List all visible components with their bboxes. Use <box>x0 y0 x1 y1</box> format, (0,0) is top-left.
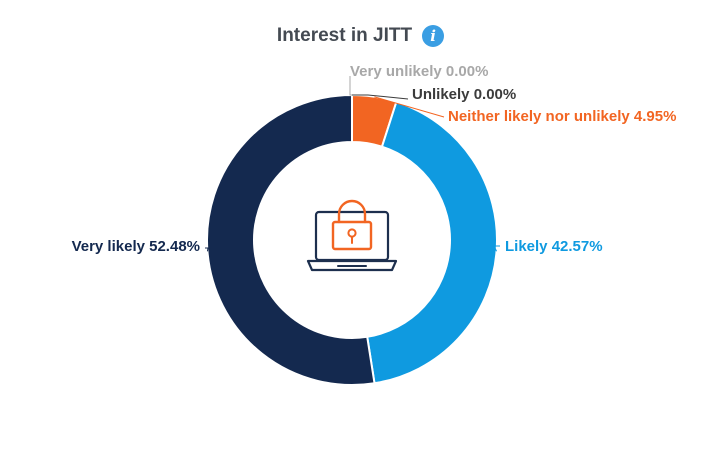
info-icon[interactable]: i <box>422 25 445 47</box>
slice-labels: Very unlikely 0.00% Unlikely 0.00% Neither… <box>72 63 677 255</box>
connector-likely <box>493 245 500 252</box>
label-neither-likely-nor-unlikely: Neither likely nor unlikely 4.95% <box>448 108 676 125</box>
slice-likely[interactable] <box>366 100 498 385</box>
slice-very-likely[interactable] <box>206 93 376 386</box>
connector-neither-likely-nor-unlikely <box>374 96 445 118</box>
donut-slices <box>206 93 498 386</box>
connector-very-unlikely <box>349 76 352 96</box>
connector-very-likely <box>205 247 209 252</box>
connector-unlikely <box>352 94 409 100</box>
label-connectors <box>205 76 500 252</box>
chart-title-row: Interest in JITT i <box>0 22 721 50</box>
label-very-unlikely: Very unlikely 0.00% <box>350 63 488 80</box>
chart-title: Interest in JITT <box>276 25 413 46</box>
label-very-likely: Very likely 52.48% <box>72 238 200 255</box>
label-likely: Likely 42.57% <box>505 238 603 255</box>
label-unlikely: Unlikely 0.00% <box>412 86 516 103</box>
laptop-lock-icon <box>306 199 398 272</box>
